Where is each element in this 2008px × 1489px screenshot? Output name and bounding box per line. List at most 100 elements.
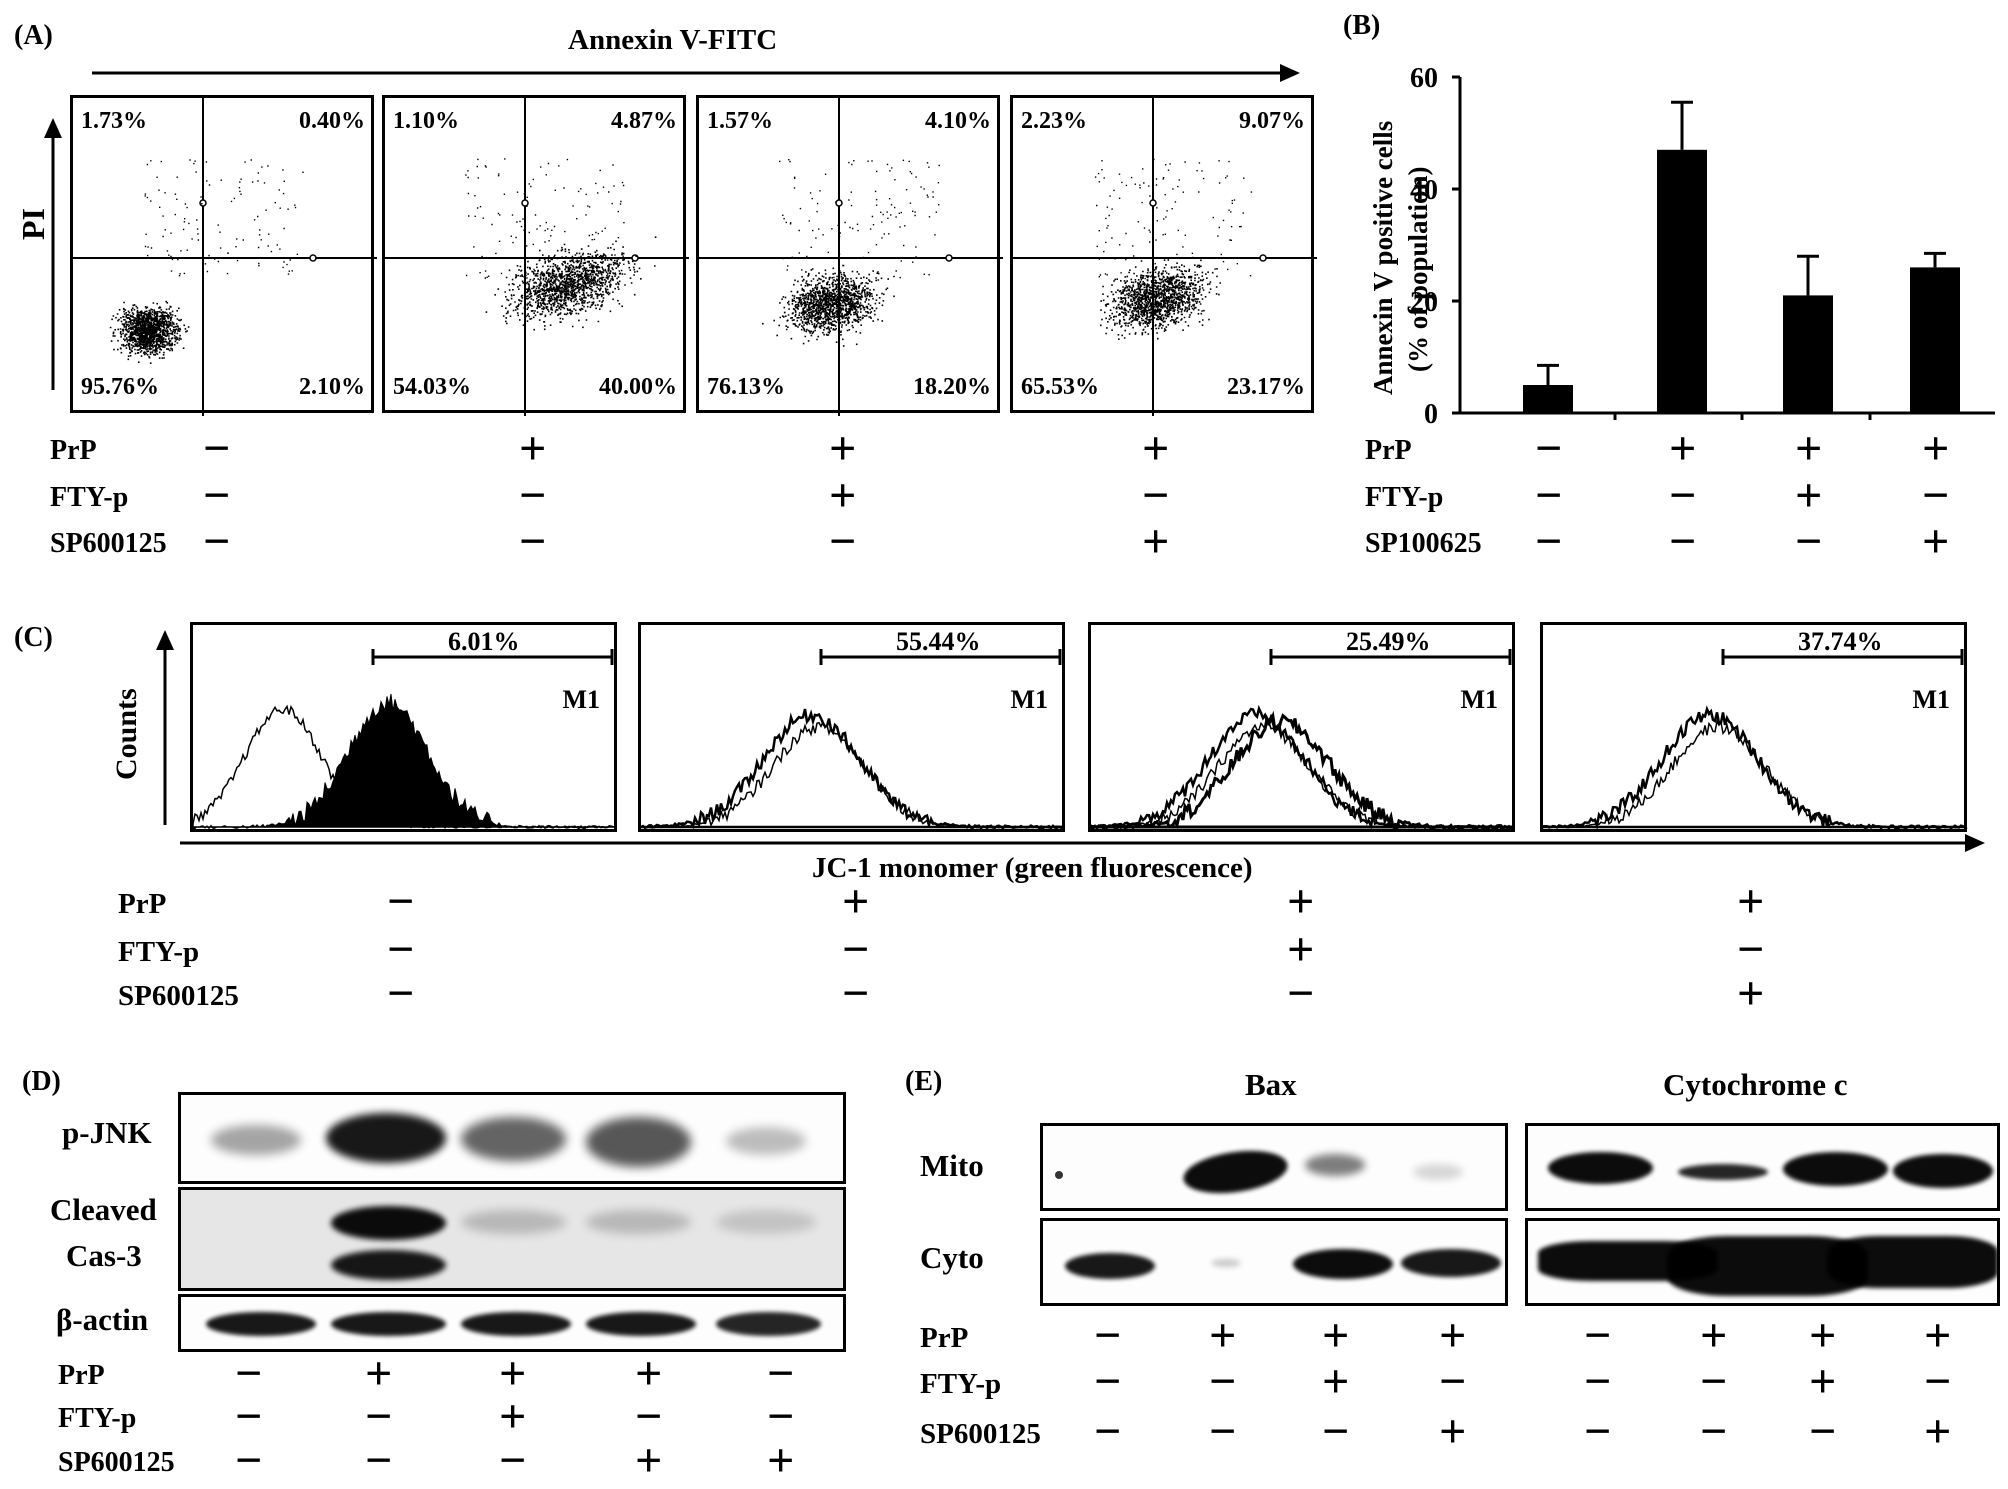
panel-d-sign-r0-c2: + — [499, 1347, 527, 1400]
dot-plot-4-ur-pct: 9.07% — [1239, 108, 1305, 134]
panel-d-sign-r1-c1: − — [365, 1390, 393, 1443]
panel-e-sign-r2-c3: + — [1439, 1405, 1467, 1458]
annexin-axis-title: Annexin V-FITC — [568, 24, 778, 56]
dot-plot-4-ll-pct: 65.53% — [1021, 374, 1099, 400]
panel-d-sign-r0-c4: − — [767, 1347, 795, 1400]
bar-1 — [1657, 149, 1707, 414]
panel-e-sign-r2-c1: − — [1209, 1405, 1237, 1458]
panel-a-label: (A) — [14, 20, 53, 51]
panel-c-treat-label-1: FTY-p — [118, 936, 200, 968]
panel-e-sign-r0-c5: + — [1700, 1309, 1728, 1362]
panel-a-sign-r0-c0: − — [203, 422, 231, 475]
panel-a-sign-r2-c2: − — [829, 515, 857, 568]
panel-a-treat-label-2: SP600125 — [50, 528, 167, 559]
panel-b-sign-r1-c2: + — [1795, 469, 1823, 522]
row-pjnk: p-JNK — [62, 1115, 152, 1150]
panel-e-sign-r0-c3: + — [1439, 1309, 1467, 1362]
dot-plot-2: 1.10% 4.87% 54.03% 40.00% — [382, 95, 689, 416]
dot-plot-1-ul-pct: 1.73% — [81, 108, 147, 134]
dot-plot-4: 2.23% 9.07% 65.53% 23.17% — [1010, 95, 1317, 416]
histogram-4-pct: 37.74% — [1798, 627, 1883, 656]
panel-e-sign-r1-c5: − — [1700, 1355, 1728, 1408]
panel-d-sign-r0-c0: − — [235, 1347, 263, 1400]
panel-a-sign-r2-c0: − — [203, 515, 231, 568]
dot-plot-4-lr-pct: 23.17% — [1227, 374, 1305, 400]
blot-bactin — [178, 1294, 846, 1352]
histogram-1-gate: M1 — [562, 685, 600, 714]
bar-0 — [1523, 385, 1573, 413]
panel-b-sign-r2-c3: + — [1922, 515, 1950, 568]
dot-plot-scatter-2 — [385, 98, 689, 416]
row-cleaved: Cleaved — [50, 1192, 157, 1227]
panel-e-sign-r1-c0: − — [1094, 1355, 1122, 1408]
panel-b-sign-r2-c2: − — [1795, 515, 1823, 568]
histogram-curves-4 — [1541, 649, 1968, 831]
histogram-1: 6.01% M1 — [190, 622, 617, 832]
histogram-2-gate: M1 — [1010, 685, 1048, 714]
dot-plot-3-ur-pct: 4.10% — [925, 108, 991, 134]
dot-plot-2-lr-pct: 40.00% — [599, 374, 677, 400]
panel-b-sign-r2-c0: − — [1535, 515, 1563, 568]
panel-a-sign-r2-c1: − — [519, 515, 547, 568]
panel-e-sign-r1-c1: − — [1209, 1355, 1237, 1408]
histogram-3-gate: M1 — [1460, 685, 1498, 714]
histogram-2: 55.44% M1 — [638, 622, 1066, 832]
panel-d-sign-r1-c3: − — [635, 1390, 663, 1443]
panel-e-treat-label-1: FTY-p — [920, 1368, 1002, 1400]
col-bax: Bax — [1245, 1067, 1297, 1102]
panel-d-treat-label-1: FTY-p — [58, 1403, 137, 1434]
panel-d-sign-r2-c1: − — [365, 1434, 393, 1487]
blot-cytc-mito — [1525, 1123, 2000, 1211]
panel-c-sign-r2-c1: − — [842, 967, 870, 1020]
panel-d-sign-r2-c4: + — [767, 1434, 795, 1487]
panel-e-sign-r2-c4: − — [1584, 1405, 1612, 1458]
panel-b-sign-r0-c0: − — [1535, 422, 1563, 475]
panel-e-sign-r1-c2: + — [1322, 1355, 1350, 1408]
ytick-label-3: 60 — [1410, 63, 1438, 94]
panel-e-label: (E) — [905, 1066, 943, 1097]
dot-plot-2-ll-pct: 54.03% — [393, 374, 471, 400]
blot-pjnk — [178, 1092, 846, 1184]
panel-b-sign-r1-c1: − — [1669, 469, 1697, 522]
dot-plot-1-lr-pct: 2.10% — [299, 374, 365, 400]
panel-d-sign-r1-c4: − — [767, 1390, 795, 1443]
panel-d-label: (D) — [22, 1066, 61, 1097]
panel-e-treat-label-2: SP600125 — [920, 1418, 1041, 1450]
histogram-3-pct: 25.49% — [1346, 627, 1431, 656]
blot-bax-mito — [1040, 1123, 1508, 1211]
panel-a-sign-r2-c3: + — [1142, 515, 1170, 568]
panel-c-sign-r0-c1: + — [842, 875, 870, 928]
panel-d-sign-r2-c0: − — [235, 1434, 263, 1487]
histogram-2-pct: 55.44% — [896, 627, 981, 656]
panel-e-sign-r2-c7: + — [1924, 1405, 1952, 1458]
panel-c-sign-r0-c3: + — [1737, 875, 1765, 928]
panel-c-sign-r1-c3: − — [1737, 923, 1765, 976]
dot-plot-1-ur-pct: 0.40% — [299, 108, 365, 134]
panel-e-sign-r0-c6: + — [1809, 1309, 1837, 1362]
panel-a-treat-label-0: PrP — [50, 435, 97, 466]
dot-plot-3-ll-pct: 76.13% — [707, 374, 785, 400]
panel-a-sign-r1-c3: − — [1142, 469, 1170, 522]
bar-2 — [1783, 295, 1833, 413]
histogram-curves-2 — [640, 649, 1066, 830]
panel-c-sign-r2-c2: − — [1287, 967, 1315, 1020]
panel-e-sign-r1-c7: − — [1924, 1355, 1952, 1408]
jc1-axis-title: JC-1 monomer (green fluorescence) — [812, 852, 1253, 884]
panel-e-sign-r0-c4: − — [1584, 1309, 1612, 1362]
panel-d-treat-label-0: PrP — [58, 1360, 105, 1391]
panel-d-sign-r2-c2: − — [499, 1434, 527, 1487]
panel-e-sign-r0-c7: + — [1924, 1309, 1952, 1362]
blot-cas3 — [178, 1187, 846, 1291]
panel-d-sign-r1-c2: + — [499, 1390, 527, 1443]
panel-c-sign-r2-c3: + — [1737, 967, 1765, 1020]
panel-b-treat-label-0: PrP — [1365, 435, 1412, 466]
panel-b-treat-label-1: FTY-p — [1365, 482, 1444, 513]
dot-plot-3-ul-pct: 1.57% — [707, 108, 773, 134]
panel-c-treat-label-0: PrP — [118, 888, 167, 920]
panel-e-sign-r2-c6: − — [1809, 1405, 1837, 1458]
ytick-label-2: 40 — [1410, 175, 1438, 206]
row-cyto: Cyto — [920, 1240, 984, 1275]
